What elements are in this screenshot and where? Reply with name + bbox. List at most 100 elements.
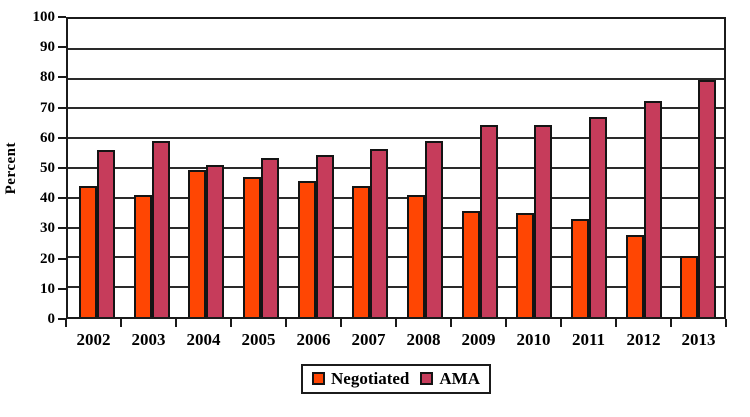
- x-tick-7: [450, 319, 452, 327]
- bar-group-2007: [341, 19, 396, 317]
- y-tick-label-70: 70: [40, 99, 55, 116]
- y-tick-70: [58, 106, 66, 109]
- bar-negotiated-2011: [571, 218, 590, 317]
- x-tick-label-2011: 2011: [571, 330, 606, 349]
- legend-item-negotiated: Negotiated: [312, 369, 409, 388]
- legend-swatch-ama: [420, 372, 434, 385]
- bar-negotiated-2002: [79, 185, 97, 317]
- x-tick-label-2008: 2008: [406, 330, 441, 349]
- x-tick-12: [725, 319, 727, 327]
- x-tick-label-2007: 2007: [351, 330, 386, 349]
- y-tick-label-80: 80: [40, 69, 55, 86]
- y-tick-20: [58, 257, 66, 260]
- y-tick-100: [58, 16, 66, 18]
- bar-group-2009: [451, 19, 506, 317]
- gridline-80: [68, 77, 724, 80]
- bar-ama-2007: [370, 148, 389, 317]
- bar-negotiated-2013: [680, 255, 699, 317]
- y-tick-30: [58, 227, 66, 230]
- x-tick-label-2003: 2003: [131, 330, 166, 349]
- x-tick-1: [119, 319, 122, 327]
- bar-negotiated-2009: [461, 211, 480, 317]
- bar-group-2003: [123, 19, 178, 317]
- x-axis-tick-labels: 2002 2003 2004 2005 2006 2007 2008 2009 2010 2011…: [66, 330, 726, 350]
- y-tick-80: [58, 76, 66, 79]
- x-tick-4: [284, 319, 287, 327]
- y-tick-label-0: 0: [47, 311, 56, 327]
- x-tick-11: [670, 319, 672, 327]
- y-tick-90: [58, 46, 66, 49]
- bar-ama-2010: [534, 124, 553, 317]
- legend-label-ama: AMA: [439, 369, 480, 388]
- y-tick-label-50: 50: [40, 160, 55, 176]
- y-tick-0: [58, 318, 66, 320]
- y-tick-60: [58, 136, 66, 139]
- bar-group-2010: [505, 19, 560, 317]
- y-tick-label-10: 10: [40, 280, 55, 297]
- y-axis-ticks: [58, 16, 66, 320]
- x-tick-label-2005: 2005: [241, 330, 276, 349]
- gridline-20: [68, 256, 724, 259]
- bar-group-2006: [287, 19, 342, 317]
- x-tick-label-2013: 2013: [681, 330, 716, 349]
- bar-negotiated-2004: [188, 169, 207, 317]
- bar-negotiated-2006: [297, 181, 316, 317]
- bars-layer: [68, 19, 724, 317]
- bar-ama-2006: [315, 154, 334, 317]
- gridline-40: [68, 196, 724, 199]
- bar-negotiated-2003: [133, 194, 152, 317]
- bar-negotiated-2010: [516, 212, 535, 317]
- x-tick-label-2002: 2002: [76, 330, 111, 349]
- legend-item-ama: AMA: [420, 369, 480, 388]
- bar-ama-2013: [698, 80, 717, 317]
- legend-swatch-negotiated: [312, 372, 325, 385]
- bar-ama-2012: [643, 100, 662, 317]
- x-tick-label-2010: 2010: [516, 330, 551, 349]
- bar-group-2002: [68, 19, 123, 317]
- bar-group-2012: [615, 19, 670, 317]
- x-tick-label-2012: 2012: [626, 330, 661, 349]
- y-axis-title-text: Percent: [2, 141, 19, 195]
- y-tick-label-20: 20: [40, 250, 55, 267]
- x-tick-6: [395, 319, 397, 327]
- bar-ama-2011: [589, 117, 608, 317]
- bar-group-2013: [669, 19, 724, 317]
- x-axis-ticks: [65, 319, 727, 327]
- y-tick-40: [58, 197, 66, 200]
- x-tick-label-2006: 2006: [296, 330, 331, 349]
- bar-ama-2008: [425, 141, 444, 317]
- x-tick-9: [560, 319, 562, 327]
- y-tick-label-60: 60: [40, 129, 55, 146]
- bar-ama-2004: [206, 165, 225, 317]
- x-tick-label-2009: 2009: [461, 330, 496, 349]
- gridline-70: [68, 107, 724, 110]
- gridline-10: [68, 286, 724, 289]
- x-tick-label-2004: 2004: [186, 330, 221, 349]
- bar-ama-2009: [479, 124, 498, 317]
- x-tick-3: [230, 319, 232, 327]
- gridline-30: [68, 226, 724, 229]
- y-tick-label-90: 90: [40, 39, 55, 56]
- y-tick-50: [58, 167, 66, 169]
- bar-group-2008: [396, 19, 451, 317]
- bar-group-2004: [177, 19, 232, 317]
- y-tick-label-30: 30: [40, 220, 55, 237]
- gridline-50: [68, 167, 724, 169]
- y-tick-label-40: 40: [40, 190, 55, 207]
- y-tick-label-100: 100: [32, 9, 56, 25]
- x-tick-0: [65, 319, 67, 327]
- y-axis-tick-labels: 0 10 20 30 40 50 60 70 80 90 100: [18, 9, 56, 327]
- legend: Negotiated AMA: [301, 364, 491, 394]
- x-tick-2: [174, 319, 177, 327]
- bar-ama-2003: [151, 141, 170, 317]
- x-tick-8: [504, 319, 507, 327]
- bar-ama-2005: [261, 157, 280, 317]
- gridline-60: [68, 137, 724, 140]
- bar-ama-2002: [97, 150, 115, 317]
- legend-label-negotiated: Negotiated: [331, 369, 410, 388]
- legend-row: Negotiated AMA: [66, 364, 726, 394]
- bar-negotiated-2007: [352, 185, 371, 317]
- bar-group-2011: [560, 19, 615, 317]
- bar-group-2005: [232, 19, 287, 317]
